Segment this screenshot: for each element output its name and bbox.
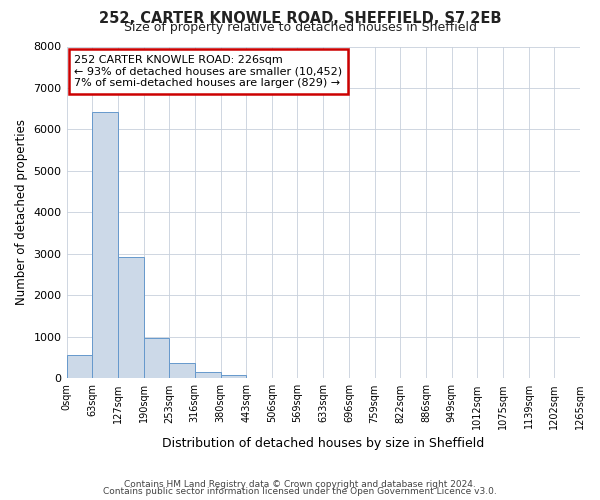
Bar (195, 372, 221, 378)
Bar (92, 112, 118, 378)
Text: 252, CARTER KNOWLE ROAD, SHEFFIELD, S7 2EB: 252, CARTER KNOWLE ROAD, SHEFFIELD, S7 2… (99, 11, 501, 26)
Bar (67, 355, 92, 378)
Bar (118, 257, 143, 378)
Text: Contains public sector information licensed under the Open Government Licence v3: Contains public sector information licen… (103, 487, 497, 496)
Text: Contains HM Land Registry data © Crown copyright and database right 2024.: Contains HM Land Registry data © Crown c… (124, 480, 476, 489)
Bar (221, 375, 247, 378)
Y-axis label: Number of detached properties: Number of detached properties (15, 120, 28, 306)
Text: 252 CARTER KNOWLE ROAD: 226sqm
← 93% of detached houses are smaller (10,452)
7% : 252 CARTER KNOWLE ROAD: 226sqm ← 93% of … (74, 55, 343, 88)
X-axis label: Distribution of detached houses by size in Sheffield: Distribution of detached houses by size … (162, 437, 484, 450)
Bar (143, 338, 169, 378)
Bar (169, 363, 195, 378)
Text: Size of property relative to detached houses in Sheffield: Size of property relative to detached ho… (124, 21, 476, 34)
